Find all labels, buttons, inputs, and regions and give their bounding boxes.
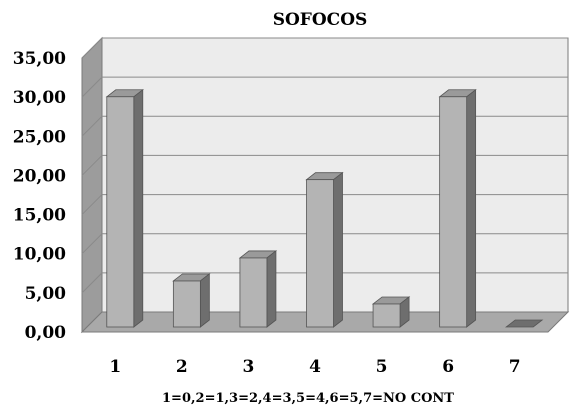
- gridline-side: [81, 115, 103, 137]
- y-tick-label: 30,00: [13, 88, 66, 108]
- x-tick-label: 2: [176, 357, 188, 377]
- y-tick-label: 35,00: [13, 49, 66, 69]
- chart-title: SOFOCOS: [273, 10, 368, 30]
- y-tick-label: 5,00: [25, 284, 67, 304]
- y-tick-label: 25,00: [13, 127, 66, 147]
- side-wall: [81, 36, 103, 334]
- bar-side: [199, 273, 210, 328]
- y-tick-label: 10,00: [13, 245, 66, 265]
- bar-top: [505, 319, 544, 328]
- bar-front: [239, 257, 268, 328]
- bar: [238, 250, 278, 328]
- bars: [105, 88, 544, 328]
- bar: [505, 319, 544, 328]
- x-tick-label: 7: [509, 357, 521, 377]
- x-tick-label: 5: [376, 357, 388, 377]
- bar-side: [466, 88, 477, 328]
- x-tick-label: 4: [309, 357, 321, 377]
- gridline-side: [81, 272, 103, 294]
- y-tick-label: 15,00: [13, 206, 66, 226]
- bar-front: [372, 303, 401, 328]
- bar: [371, 296, 411, 328]
- x-axis-categories: 1 2 3 4 5 6 7: [109, 357, 520, 377]
- gridline-side: [81, 37, 103, 59]
- bar-front: [106, 96, 135, 328]
- bar: [305, 171, 344, 328]
- bar: [105, 88, 144, 328]
- bar-side: [333, 171, 343, 328]
- bar-front: [439, 96, 468, 328]
- bar-side: [266, 250, 277, 328]
- bar-side: [133, 88, 144, 328]
- y-tick-label: 0,00: [25, 323, 67, 343]
- x-tick-label: 3: [243, 357, 255, 377]
- gridline-side: [81, 155, 103, 176]
- y-axis-ticks: 0,00 5,00 10,00 15,00 20,00 25,00 30,00 35,00: [13, 49, 66, 343]
- gridline-side: [81, 233, 103, 255]
- bar-front: [172, 280, 201, 328]
- x-tick-label: 6: [442, 357, 454, 377]
- bar: [172, 273, 211, 328]
- x-tick-label: 1: [109, 357, 121, 377]
- bar-front: [306, 179, 334, 328]
- x-axis-label: 1=0,2=1,3=2,4=3,5=4,6=5,7=NO CONT: [162, 391, 454, 406]
- bar: [438, 88, 477, 328]
- y-tick-label: 20,00: [13, 166, 66, 186]
- gridline-side: [81, 194, 103, 215]
- gridline-side: [81, 76, 103, 98]
